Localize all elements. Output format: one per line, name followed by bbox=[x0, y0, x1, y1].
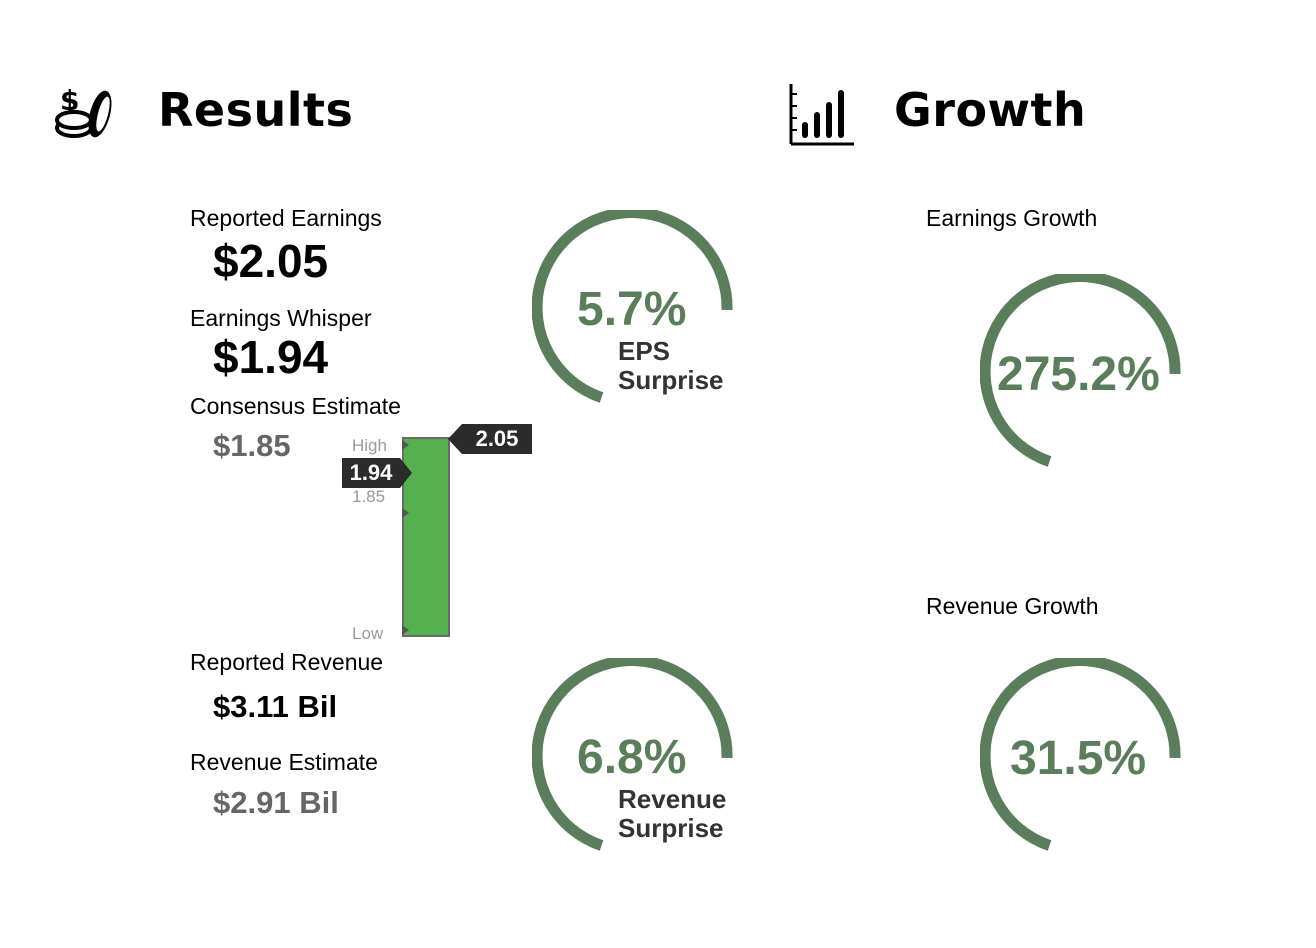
range-consensus-tick: 1.85 bbox=[352, 487, 386, 506]
earnings-growth-arc bbox=[980, 274, 1181, 467]
eps-surprise-label-1: EPS bbox=[618, 336, 671, 366]
growth-icon bbox=[788, 82, 856, 153]
revenue-growth-arc bbox=[980, 658, 1181, 851]
earnings-whisper-value: $1.94 bbox=[213, 331, 329, 383]
range-low-label: Low bbox=[352, 624, 384, 643]
results-icon: $ bbox=[54, 84, 118, 147]
revenue-growth-gauge: 31.5% bbox=[980, 658, 1190, 858]
range-tick-marks bbox=[402, 437, 414, 642]
revenue-surprise-value: 6.8% bbox=[577, 731, 687, 784]
range-high-label: High bbox=[352, 436, 387, 455]
revenue-estimate-value: $2.91 Bil bbox=[213, 785, 339, 820]
revenue-estimate-label: Revenue Estimate bbox=[190, 749, 378, 775]
revenue-surprise-arc bbox=[532, 658, 733, 851]
revenue-surprise-gauge: 6.8% Revenue Surprise bbox=[532, 658, 742, 858]
results-title: Results bbox=[158, 83, 354, 137]
revenue-surprise-label-1: Revenue bbox=[618, 784, 727, 814]
consensus-estimate-label: Consensus Estimate bbox=[190, 393, 401, 419]
earnings-whisper-label: Earnings Whisper bbox=[190, 305, 372, 331]
svg-text:$: $ bbox=[60, 84, 79, 117]
reported-revenue-label: Reported Revenue bbox=[190, 649, 384, 675]
earnings-growth-label: Earnings Growth bbox=[926, 205, 1098, 231]
growth-title: Growth bbox=[894, 83, 1087, 137]
consensus-estimate-value: $1.85 bbox=[213, 428, 291, 463]
whisper-flag: 1.94 bbox=[342, 458, 400, 488]
eps-surprise-value: 5.7% bbox=[577, 283, 687, 336]
reported-flag-pointer bbox=[448, 424, 462, 454]
earnings-range-bar: High 1.85 Low 1.94 2.05 bbox=[340, 420, 540, 645]
reported-earnings-label: Reported Earnings bbox=[190, 205, 382, 231]
range-green-bar bbox=[402, 437, 450, 637]
revenue-growth-label: Revenue Growth bbox=[926, 593, 1099, 619]
bar-chart-icon bbox=[789, 84, 854, 146]
money-coins-icon: $ bbox=[55, 84, 112, 138]
revenue-surprise-label-2: Surprise bbox=[618, 813, 724, 843]
reported-earnings-value: $2.05 bbox=[213, 235, 329, 287]
reported-flag: 2.05 bbox=[462, 424, 532, 454]
eps-surprise-label-2: Surprise bbox=[618, 365, 724, 395]
whisper-flag-pointer bbox=[400, 458, 412, 488]
eps-surprise-gauge: 5.7% EPS Surprise bbox=[532, 210, 742, 410]
reported-revenue-value: $3.11 Bil bbox=[213, 689, 338, 724]
eps-surprise-arc bbox=[532, 210, 733, 403]
earnings-growth-gauge: 275.2% bbox=[980, 274, 1190, 474]
revenue-growth-value: 31.5% bbox=[1010, 732, 1147, 785]
earnings-growth-value: 275.2% bbox=[997, 348, 1160, 401]
